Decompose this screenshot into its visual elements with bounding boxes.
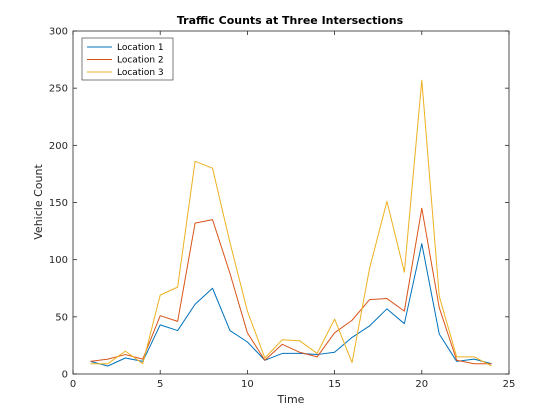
- y-tick-label: 200: [49, 141, 68, 152]
- x-tick-label: 0: [70, 379, 76, 390]
- y-tick-label: 300: [49, 27, 68, 38]
- y-tick-label: 100: [49, 255, 68, 266]
- series-line-2: [90, 207, 492, 365]
- y-tick-label: 0: [62, 370, 68, 381]
- plot-area: [73, 31, 509, 374]
- legend-label: Location 1: [117, 43, 164, 53]
- y-tick-label: 150: [49, 198, 68, 209]
- x-tick-label: 15: [328, 379, 341, 390]
- series-layer: [90, 79, 492, 367]
- y-tick-label: 50: [55, 312, 68, 323]
- x-axis-label: Time: [277, 393, 305, 406]
- y-axis-label: Vehicle Count: [32, 164, 45, 240]
- chart-title: Traffic Counts at Three Intersections: [177, 14, 404, 27]
- legend-label: Location 3: [117, 68, 164, 78]
- legend-box: [81, 37, 174, 81]
- x-tick-label: 10: [241, 379, 254, 390]
- legend: Location 1 Location 2 Location 3: [81, 37, 174, 81]
- x-tick-label: 20: [415, 379, 428, 390]
- series-line-3: [90, 79, 492, 367]
- x-tick-label: 25: [503, 379, 516, 390]
- legend-label: Location 2: [117, 56, 164, 66]
- y-tick-label: 250: [49, 84, 68, 95]
- x-tick-label: 5: [157, 379, 163, 390]
- series-line-1: [90, 243, 492, 367]
